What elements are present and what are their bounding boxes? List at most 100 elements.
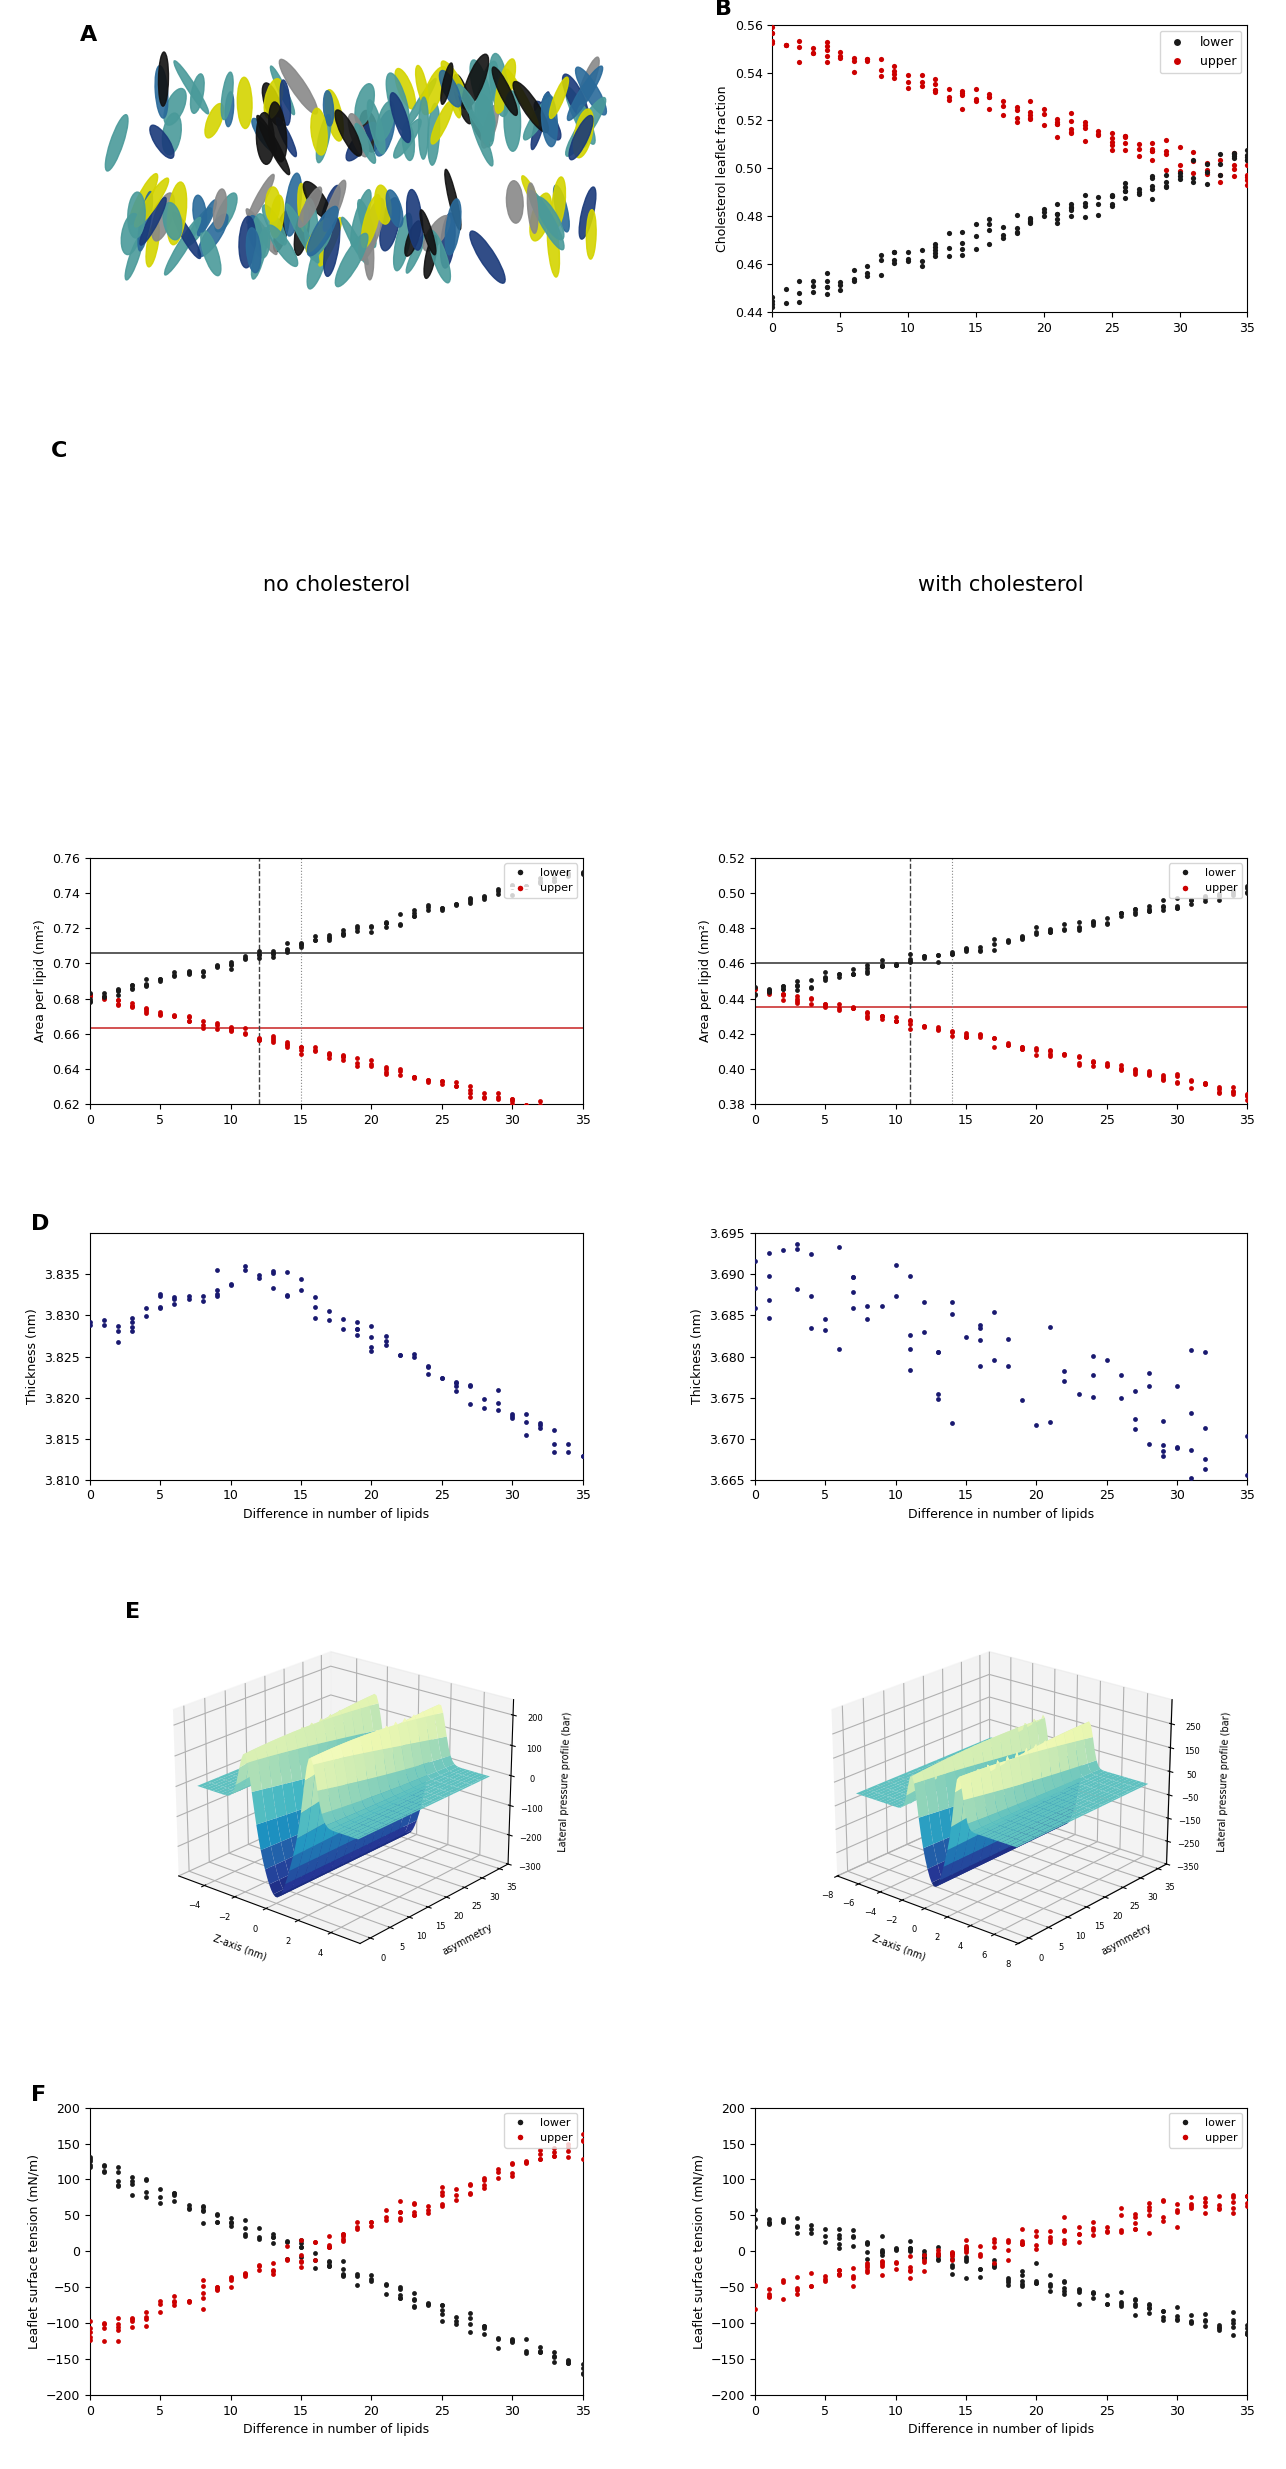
Point bbox=[1012, 2252, 1033, 2291]
Point bbox=[1237, 156, 1258, 195]
Point bbox=[404, 2192, 424, 2232]
Point bbox=[291, 1030, 311, 1069]
Point bbox=[347, 906, 368, 946]
Point bbox=[459, 879, 480, 918]
Point bbox=[885, 47, 905, 86]
Ellipse shape bbox=[552, 178, 566, 227]
Point bbox=[1034, 89, 1055, 128]
Point bbox=[1142, 168, 1163, 207]
Point bbox=[136, 2178, 157, 2217]
Point bbox=[817, 267, 837, 306]
Point bbox=[376, 1049, 396, 1089]
Point bbox=[418, 2284, 439, 2323]
Point bbox=[927, 936, 948, 975]
Point bbox=[790, 27, 810, 67]
Point bbox=[1196, 151, 1217, 190]
Point bbox=[844, 262, 864, 301]
Point bbox=[802, 272, 823, 311]
Point bbox=[1138, 1365, 1159, 1405]
Point bbox=[122, 988, 143, 1027]
Point bbox=[418, 1062, 439, 1101]
Point bbox=[885, 997, 905, 1037]
Ellipse shape bbox=[462, 54, 489, 109]
Point bbox=[108, 1306, 129, 1346]
Point bbox=[1074, 198, 1094, 237]
Point bbox=[927, 2227, 948, 2267]
Point bbox=[955, 2237, 976, 2276]
Point bbox=[844, 1289, 864, 1328]
Point bbox=[1020, 91, 1040, 131]
Point bbox=[1007, 99, 1028, 138]
Ellipse shape bbox=[247, 175, 274, 222]
Point bbox=[179, 2281, 199, 2321]
Point bbox=[1124, 2284, 1145, 2323]
Point bbox=[502, 867, 522, 906]
Point bbox=[927, 1333, 948, 1373]
Point bbox=[206, 2269, 226, 2309]
Point bbox=[305, 1299, 325, 1338]
Point bbox=[276, 931, 297, 970]
Point bbox=[1012, 1030, 1033, 1069]
Point bbox=[150, 1274, 171, 1314]
Point bbox=[80, 2141, 100, 2180]
Point bbox=[165, 1279, 185, 1318]
Point bbox=[844, 988, 864, 1027]
Point bbox=[179, 1276, 199, 1316]
Point bbox=[487, 2318, 508, 2358]
Point bbox=[979, 210, 999, 249]
Point bbox=[829, 1328, 850, 1368]
Point bbox=[291, 2227, 311, 2267]
Point bbox=[432, 1062, 453, 1101]
Point bbox=[136, 965, 157, 1005]
Point bbox=[108, 2165, 129, 2205]
Point bbox=[108, 2306, 129, 2346]
Ellipse shape bbox=[574, 109, 593, 158]
Point bbox=[858, 993, 878, 1032]
Point bbox=[558, 854, 579, 894]
Ellipse shape bbox=[349, 114, 369, 158]
Point bbox=[1124, 1410, 1145, 1449]
Point bbox=[844, 37, 864, 77]
Point bbox=[1223, 2304, 1244, 2343]
Point bbox=[1237, 867, 1258, 906]
Point bbox=[404, 1057, 424, 1096]
Point bbox=[558, 1096, 579, 1136]
Point bbox=[829, 990, 850, 1030]
Point bbox=[984, 1017, 1004, 1057]
Point bbox=[305, 921, 325, 960]
Point bbox=[179, 953, 199, 993]
Point bbox=[858, 951, 878, 990]
Point bbox=[984, 923, 1004, 963]
Point bbox=[94, 1301, 114, 1341]
Point bbox=[376, 2274, 396, 2313]
Point bbox=[179, 2281, 199, 2321]
Point bbox=[1012, 2222, 1033, 2262]
Point bbox=[872, 2242, 892, 2281]
Point bbox=[1115, 131, 1136, 170]
Point bbox=[319, 2247, 340, 2286]
Point bbox=[376, 2190, 396, 2230]
Point bbox=[165, 1284, 185, 1323]
Point bbox=[94, 1306, 114, 1346]
Point bbox=[305, 916, 325, 956]
Point bbox=[1040, 2217, 1061, 2257]
Point bbox=[248, 2252, 269, 2291]
Point bbox=[815, 2257, 836, 2296]
Point bbox=[390, 2279, 410, 2318]
Point bbox=[150, 1286, 171, 1326]
Point bbox=[979, 77, 999, 116]
Point bbox=[1237, 1074, 1258, 1114]
Point bbox=[1237, 165, 1258, 205]
Ellipse shape bbox=[390, 94, 410, 143]
Point bbox=[1097, 1044, 1118, 1084]
Point bbox=[165, 956, 185, 995]
Ellipse shape bbox=[264, 79, 283, 119]
Point bbox=[1040, 1402, 1061, 1442]
Ellipse shape bbox=[336, 111, 361, 156]
Point bbox=[1195, 881, 1215, 921]
Point bbox=[817, 27, 837, 67]
Point bbox=[319, 1291, 340, 1331]
Ellipse shape bbox=[423, 215, 450, 252]
Point bbox=[473, 2158, 494, 2197]
Point bbox=[291, 923, 311, 963]
